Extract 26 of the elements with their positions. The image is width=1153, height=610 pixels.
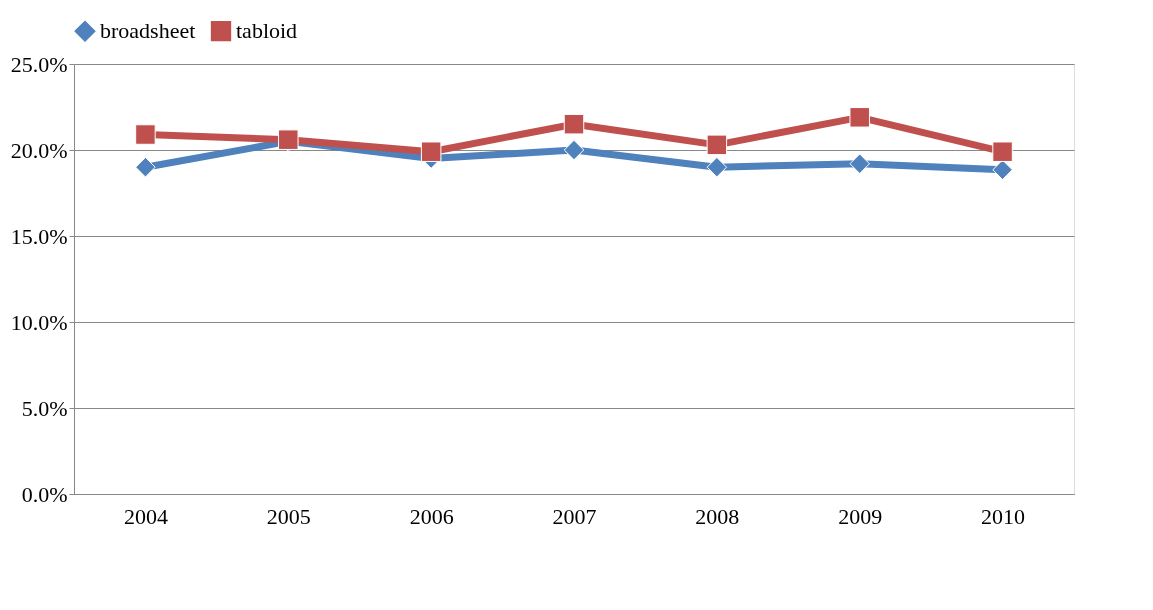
x-tick-label: 2005 [266,503,311,529]
point [849,153,870,175]
point [706,134,728,156]
point [563,113,585,135]
point [992,159,1013,181]
y-tick-label: 20.0% [10,137,68,163]
point [706,156,728,178]
point [992,141,1013,162]
x-tick-label: 2009 [838,503,883,529]
legend-label: tabloid [236,18,298,44]
x-tick-label: 2008 [695,503,740,529]
point [420,141,442,162]
x-tick-label: 2010 [981,503,1026,529]
legend-label: broadsheet [100,18,196,44]
point [135,156,156,178]
point [135,124,156,145]
point [563,139,585,161]
x-tick-label: 2004 [123,503,168,529]
y-tick-label: 5.0% [21,395,68,421]
y-tick-label: 25.0% [10,51,68,77]
x-tick-label: 2007 [552,503,597,529]
y-tick-label: 10.0% [10,309,68,335]
y-tick-label: 15.0% [10,223,68,249]
x-tick-label: 2006 [409,503,454,529]
y-tick-label: 0.0% [21,481,68,507]
point [849,107,870,128]
